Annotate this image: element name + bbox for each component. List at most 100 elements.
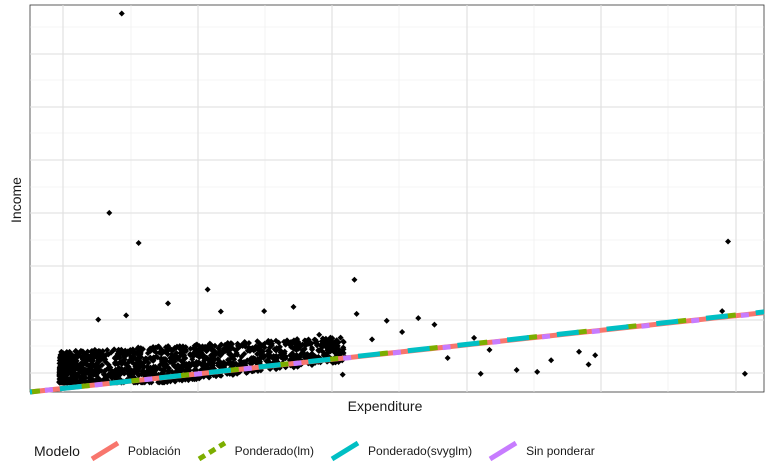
- data-point: [332, 340, 339, 347]
- data-point: [289, 353, 296, 360]
- data-point: [137, 350, 144, 357]
- data-point: [79, 362, 86, 369]
- data-point: [125, 367, 132, 374]
- data-point: [304, 351, 311, 358]
- data-point: [196, 342, 203, 349]
- data-point: [280, 355, 287, 362]
- data-point: [74, 379, 81, 386]
- data-point: [444, 354, 451, 361]
- legend-label: Ponderado(lm): [234, 444, 315, 458]
- data-point: [585, 361, 592, 368]
- data-point: [220, 346, 227, 353]
- data-point: [164, 379, 171, 386]
- data-point: [340, 344, 347, 351]
- plot-panel: [29, 4, 765, 393]
- data-point: [248, 346, 255, 353]
- data-point: [576, 348, 583, 355]
- data-point: [216, 358, 223, 365]
- data-point: [719, 308, 726, 315]
- data-point: [399, 329, 406, 336]
- data-point: [217, 308, 224, 315]
- data-point: [167, 346, 174, 353]
- data-point: [135, 240, 142, 247]
- legend-key-poblacion: [90, 440, 120, 462]
- data-point: [351, 276, 358, 283]
- legend-item-sin-ponderar: Sin ponderar: [486, 440, 595, 462]
- data-point: [335, 346, 342, 353]
- regression-lines: [29, 309, 765, 395]
- data-point: [211, 356, 218, 363]
- data-point: [234, 351, 241, 358]
- grid-lines: [30, 5, 764, 392]
- data-point: [95, 316, 102, 323]
- data-point: [75, 365, 82, 372]
- data-point: [548, 357, 555, 364]
- data-point: [112, 359, 119, 366]
- legend-item-poblacion: Población: [88, 440, 181, 462]
- data-point: [259, 342, 266, 349]
- data-point: [186, 367, 193, 374]
- data-point: [281, 350, 288, 357]
- data-point: [139, 368, 146, 375]
- data-point: [95, 348, 102, 355]
- data-point: [190, 353, 197, 360]
- data-point: [324, 341, 331, 348]
- data-point: [157, 355, 164, 362]
- data-point: [85, 365, 92, 372]
- data-point: [162, 363, 169, 370]
- data-point: [65, 353, 72, 360]
- data-point: [106, 371, 113, 378]
- data-point: [218, 341, 225, 348]
- data-point: [237, 359, 244, 366]
- data-point: [65, 369, 72, 376]
- data-point: [202, 362, 209, 369]
- data-point: [186, 360, 193, 367]
- legend-item-ponderado-svyglm: Ponderado(svyglm): [328, 440, 472, 462]
- data-point: [290, 303, 297, 310]
- data-point: [220, 362, 227, 369]
- data-point: [99, 361, 106, 368]
- data-point: [104, 347, 111, 354]
- data-point: [113, 375, 120, 382]
- data-point: [129, 346, 136, 353]
- data-point: [209, 362, 216, 369]
- data-point: [339, 371, 346, 378]
- data-point: [147, 369, 154, 376]
- data-point: [118, 361, 125, 368]
- data-point: [322, 336, 329, 343]
- data-point: [142, 355, 149, 362]
- data-point: [301, 337, 308, 344]
- legend-key-sin-ponderar: [488, 440, 518, 462]
- data-point: [261, 352, 268, 359]
- data-point: [56, 373, 63, 380]
- legend-key-ponderado-lm: [197, 440, 226, 462]
- data-point: [106, 209, 113, 216]
- data-point: [199, 354, 206, 361]
- data-point: [256, 356, 263, 363]
- data-point: [340, 350, 347, 357]
- data-point: [130, 352, 137, 359]
- data-point: [292, 344, 299, 351]
- data-point: [741, 370, 748, 377]
- data-point: [592, 352, 599, 359]
- y-axis-label: Income: [8, 177, 24, 223]
- data-point: [299, 341, 306, 348]
- legend-label: Sin ponderar: [526, 444, 595, 458]
- data-point: [121, 370, 128, 377]
- data-point: [316, 331, 323, 338]
- data-point: [95, 376, 102, 383]
- data-point: [150, 357, 157, 364]
- data-point: [319, 344, 326, 351]
- data-point: [98, 367, 105, 374]
- data-point: [121, 353, 128, 360]
- data-point: [471, 334, 478, 341]
- data-point: [248, 355, 255, 362]
- data-point: [182, 346, 189, 353]
- data-point: [61, 372, 68, 379]
- data-point: [238, 353, 245, 360]
- data-point: [102, 358, 109, 365]
- data-point: [326, 346, 333, 353]
- data-point: [102, 376, 109, 383]
- data-point: [383, 317, 390, 324]
- data-point: [145, 359, 152, 366]
